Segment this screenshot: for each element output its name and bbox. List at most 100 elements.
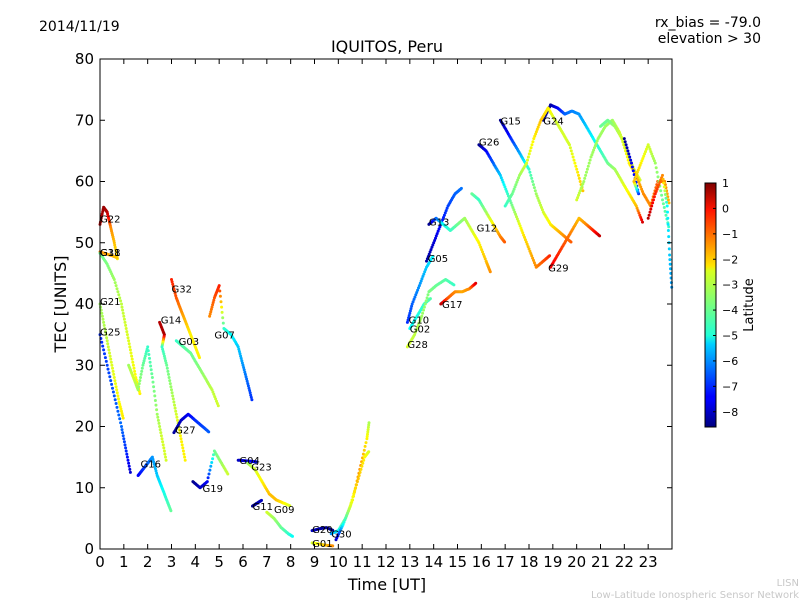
- data-point: [641, 190, 644, 193]
- data-point: [425, 257, 429, 261]
- data-point: [344, 516, 348, 520]
- data-point: [568, 143, 571, 147]
- data-point: [366, 430, 370, 434]
- data-point: [125, 455, 129, 459]
- data-point: [650, 204, 654, 208]
- data-point: [112, 372, 116, 376]
- data-point: [120, 412, 124, 415]
- data-point: [103, 352, 106, 356]
- data-point: [158, 428, 162, 432]
- data-point: [408, 311, 412, 315]
- data-point: [630, 161, 633, 165]
- data-point: [640, 159, 644, 163]
- data-point: [120, 425, 123, 428]
- data-point: [668, 262, 672, 266]
- data-point: [101, 317, 105, 321]
- data-point: [519, 226, 523, 230]
- data-point: [220, 310, 224, 314]
- data-point: [139, 376, 142, 379]
- x-tick-label: 15: [448, 553, 467, 571]
- data-point: [661, 202, 665, 206]
- data-point: [479, 245, 483, 249]
- plot-frame: [99, 58, 673, 550]
- data-point: [131, 363, 135, 367]
- data-point: [152, 460, 156, 464]
- data-point: [581, 182, 585, 186]
- data-point: [152, 385, 156, 389]
- data-point: [116, 409, 120, 413]
- data-point: [663, 193, 667, 196]
- data-point: [218, 289, 222, 293]
- data-point: [237, 350, 241, 353]
- data-point: [112, 376, 116, 379]
- data-point: [164, 361, 168, 365]
- data-point: [505, 190, 509, 193]
- data-point: [668, 258, 672, 262]
- track-g28: [405, 278, 456, 349]
- satellite-label: G29: [548, 263, 568, 274]
- colorbar-tick-label: −1: [722, 228, 738, 241]
- data-point: [148, 360, 152, 364]
- data-point: [595, 139, 599, 143]
- track-g10: [405, 255, 435, 324]
- data-point: [414, 328, 418, 332]
- track-g25: [98, 333, 132, 474]
- data-point: [433, 239, 437, 242]
- data-point: [532, 258, 535, 262]
- data-point: [142, 359, 146, 363]
- data-point: [625, 146, 629, 150]
- data-point: [666, 198, 670, 202]
- data-point: [577, 176, 581, 180]
- colorbar-tick-label: −7: [722, 380, 738, 393]
- data-point: [667, 247, 671, 251]
- data-point: [635, 206, 639, 210]
- data-point: [421, 311, 425, 315]
- data-point: [155, 471, 159, 475]
- data-point: [121, 311, 125, 315]
- data-point: [343, 518, 347, 522]
- data-point: [255, 460, 259, 464]
- data-point: [173, 403, 176, 407]
- data-point: [106, 342, 110, 346]
- data-point: [127, 339, 131, 343]
- x-tick-label: 10: [329, 553, 348, 571]
- data-point: [360, 464, 364, 468]
- data-point: [522, 233, 526, 237]
- data-point: [130, 357, 134, 361]
- chart-title: IQUITOS, Peru: [331, 37, 443, 56]
- data-point: [537, 123, 541, 127]
- data-point: [173, 406, 177, 410]
- data-point: [488, 270, 492, 274]
- data-point: [211, 457, 215, 461]
- data-point: [526, 155, 530, 159]
- x-axis: 0 1 2 3 4 5 6 7 8 9 10 11 12 13 14 15 16 17 18 19 20 21 22 23: [95, 59, 658, 571]
- data-point: [238, 352, 242, 356]
- data-point: [405, 320, 409, 324]
- data-point: [141, 363, 145, 367]
- data-point: [211, 301, 215, 304]
- data-point: [122, 314, 126, 318]
- data-point: [585, 167, 589, 171]
- data-point: [534, 130, 538, 134]
- satellite-label: G21: [100, 297, 120, 308]
- data-point: [107, 371, 111, 375]
- data-point: [624, 152, 628, 156]
- data-point: [111, 390, 115, 394]
- x-tick-label: 11: [353, 553, 372, 571]
- x-tick-label: 21: [591, 553, 610, 571]
- x-tick-label: 17: [496, 553, 515, 571]
- track-g24b: [127, 345, 168, 462]
- data-point: [510, 192, 514, 196]
- data-point: [115, 256, 119, 260]
- data-point: [426, 293, 430, 297]
- data-point: [659, 178, 663, 182]
- data-point: [114, 250, 118, 254]
- data-point: [126, 336, 130, 340]
- data-point: [121, 414, 125, 418]
- data-point: [162, 354, 166, 358]
- data-point: [657, 183, 661, 187]
- data-point: [640, 218, 644, 222]
- x-tick-label: 0: [95, 553, 105, 571]
- data-point: [209, 310, 213, 314]
- data-point: [361, 452, 365, 456]
